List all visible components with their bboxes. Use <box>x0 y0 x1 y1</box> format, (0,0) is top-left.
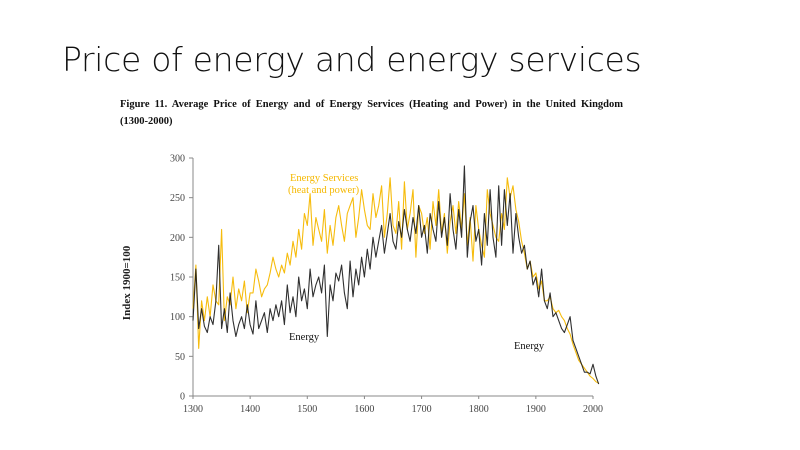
y-tick-label: 200 <box>170 233 185 244</box>
y-tick-label: 150 <box>170 273 185 284</box>
y-tick-label: 50 <box>175 352 185 363</box>
y-tick-label: 100 <box>170 312 185 323</box>
figure-caption: Figure 11. Average Price of Energy and o… <box>120 99 624 127</box>
y-axis-label: Index 1900=100 <box>121 245 133 320</box>
series-line-energy <box>192 165 600 385</box>
y-tick-label: 250 <box>170 193 185 204</box>
y-tick-label: 300 <box>170 154 185 165</box>
annotation-energy-2: Energy <box>514 341 545 352</box>
y-tick-label: 0 <box>180 392 185 403</box>
series-layer <box>192 165 600 385</box>
x-tick-label: 1300 <box>183 404 203 415</box>
annotation-energy-1: Energy <box>289 332 320 343</box>
x-tick-label: 1800 <box>469 404 489 415</box>
x-tick-label: 1900 <box>526 404 546 415</box>
x-tick-label: 1500 <box>297 404 317 415</box>
x-ticks: 1300 1400 1500 1600 1700 1800 1900 2000 <box>183 396 603 415</box>
annotation-heat-and-power: (heat and power) <box>288 185 360 196</box>
annotation-energy-services: Energy Services <box>290 173 358 184</box>
y-ticks: 0 50 100 150 200 250 300 <box>170 154 193 403</box>
x-tick-label: 1700 <box>412 404 432 415</box>
x-tick-label: 1600 <box>354 404 374 415</box>
x-tick-label: 2000 <box>583 404 603 415</box>
slide-title: Price of energy and energy services <box>62 40 642 79</box>
series-line-energy-services <box>192 177 599 384</box>
x-tick-label: 1400 <box>240 404 260 415</box>
